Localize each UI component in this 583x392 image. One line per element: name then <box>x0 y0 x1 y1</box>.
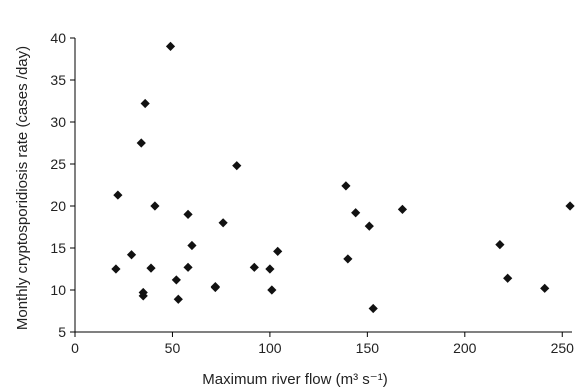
data-point <box>183 209 193 219</box>
y-tick-label: 10 <box>50 282 66 298</box>
data-point <box>210 282 220 293</box>
y-tick-label: 15 <box>50 240 66 256</box>
axis-ticks: 0 50 100 150 200 250 5 10 15 20 25 30 35 40 <box>50 30 574 356</box>
data-point <box>126 250 137 260</box>
data-point <box>187 240 197 251</box>
data-point <box>183 262 193 272</box>
y-tick-label: 25 <box>50 156 66 172</box>
data-point <box>232 161 242 171</box>
data-point <box>218 218 228 228</box>
y-tick-label: 40 <box>50 30 66 46</box>
x-tick-label: 150 <box>356 340 380 356</box>
x-tick-label: 100 <box>258 340 282 356</box>
data-point <box>111 264 121 274</box>
data-point <box>351 208 361 218</box>
data-point <box>368 303 378 314</box>
data-point <box>343 254 353 264</box>
x-tick-label: 50 <box>165 340 181 356</box>
data-point <box>495 240 505 250</box>
data-point <box>267 285 277 295</box>
data-point <box>364 221 374 231</box>
y-tick-label: 30 <box>50 114 66 130</box>
data-point <box>140 98 150 109</box>
data-point <box>150 201 160 211</box>
data-point <box>146 263 156 273</box>
data-point <box>249 262 259 272</box>
data-point <box>113 190 123 200</box>
data-point <box>540 283 550 293</box>
data-point <box>565 201 575 211</box>
x-tick-label: 0 <box>71 340 79 356</box>
data-point <box>273 246 283 256</box>
y-tick-label: 35 <box>50 72 66 88</box>
x-axis-title: Maximum river flow (m³ s⁻¹) <box>202 371 387 388</box>
data-point <box>136 138 146 148</box>
y-tick-label: 20 <box>50 198 66 214</box>
data-points <box>111 41 575 314</box>
data-point <box>173 294 183 304</box>
data-point <box>397 204 408 214</box>
data-point <box>165 41 176 51</box>
x-tick-label: 200 <box>453 340 477 356</box>
y-axis-title: Monthly cryptosporidiosis rate (cases /d… <box>14 46 31 330</box>
data-point <box>265 264 275 274</box>
data-point <box>171 275 181 285</box>
data-point <box>341 181 351 191</box>
y-tick-label: 5 <box>58 324 66 340</box>
x-tick-label: 250 <box>551 340 575 356</box>
data-point <box>138 287 148 298</box>
data-point <box>503 273 513 283</box>
